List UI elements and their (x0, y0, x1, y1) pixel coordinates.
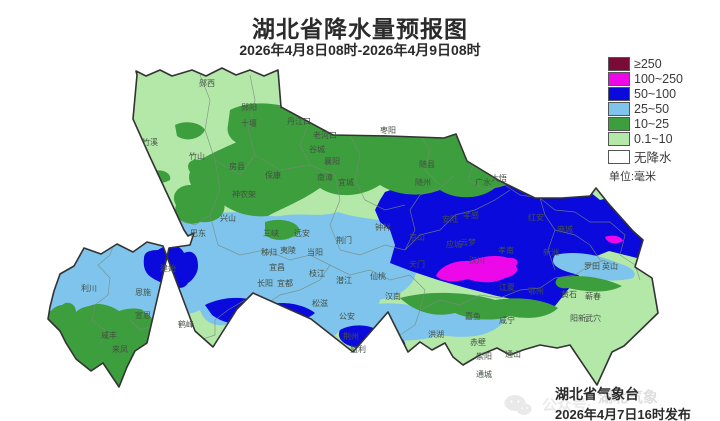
svg-text:松滋: 松滋 (312, 298, 328, 308)
svg-text:红安: 红安 (528, 212, 544, 222)
svg-text:江夏: 江夏 (499, 283, 515, 292)
svg-text:嘉鱼: 嘉鱼 (465, 311, 481, 321)
svg-text:建始: 建始 (160, 263, 176, 273)
svg-text:黄石: 黄石 (561, 289, 577, 299)
svg-text:监利: 监利 (350, 344, 366, 354)
svg-text:长阳: 长阳 (257, 278, 273, 288)
svg-text:巴东: 巴东 (190, 228, 206, 238)
svg-text:安陆: 安陆 (442, 214, 458, 224)
svg-text:咸宁: 咸宁 (499, 315, 515, 325)
svg-text:潜江: 潜江 (336, 275, 352, 285)
svg-text:竹溪: 竹溪 (142, 137, 158, 147)
svg-text:鄂州: 鄂州 (528, 287, 544, 296)
svg-text:通城: 通城 (476, 369, 492, 379)
svg-text:汉南: 汉南 (385, 291, 401, 301)
svg-text:孝感: 孝感 (463, 210, 479, 220)
svg-text:襄阳: 襄阳 (324, 156, 340, 166)
svg-text:孝南: 孝南 (498, 245, 514, 255)
svg-text:房县: 房县 (229, 161, 245, 171)
svg-text:枣阳: 枣阳 (380, 125, 396, 135)
svg-text:保康: 保康 (265, 170, 281, 180)
svg-text:秭归: 秭归 (261, 247, 277, 257)
svg-text:天门: 天门 (409, 259, 425, 269)
svg-text:钟祥: 钟祥 (375, 222, 391, 232)
svg-text:罗田: 罗田 (584, 262, 600, 271)
svg-text:宜昌: 宜昌 (269, 262, 285, 272)
svg-text:洪湖: 洪湖 (428, 329, 444, 339)
svg-text:夷陵: 夷陵 (280, 245, 296, 255)
svg-text:丹江口: 丹江口 (287, 117, 311, 126)
svg-text:赤壁: 赤壁 (470, 337, 486, 347)
svg-text:宣恩: 宣恩 (135, 310, 151, 320)
svg-text:恩施: 恩施 (135, 287, 151, 297)
svg-text:远安: 远安 (294, 228, 310, 238)
svg-text:利川: 利川 (81, 283, 97, 293)
svg-text:公安: 公安 (339, 311, 355, 321)
svg-text:阳新: 阳新 (570, 313, 586, 323)
svg-text:鹤峰: 鹤峰 (178, 319, 194, 329)
svg-text:广水: 广水 (475, 177, 491, 187)
svg-text:武穴: 武穴 (585, 313, 601, 323)
svg-text:南漳: 南漳 (317, 172, 333, 182)
svg-text:京山: 京山 (409, 232, 425, 242)
svg-text:通山: 通山 (505, 349, 521, 359)
svg-text:宜都: 宜都 (277, 278, 293, 288)
svg-text:蕲春: 蕲春 (585, 291, 601, 301)
svg-text:麻城: 麻城 (557, 224, 573, 234)
svg-text:咸丰: 咸丰 (101, 330, 117, 340)
svg-text:郧阳: 郧阳 (241, 103, 257, 112)
svg-text:兴山: 兴山 (220, 213, 236, 223)
svg-text:神农架: 神农架 (232, 189, 256, 199)
svg-text:随县: 随县 (419, 159, 435, 169)
svg-text:竹山: 竹山 (189, 151, 205, 161)
svg-text:荆门: 荆门 (336, 235, 352, 245)
svg-text:仙桃: 仙桃 (370, 271, 386, 281)
svg-text:十堰: 十堰 (241, 118, 257, 128)
svg-text:谷城: 谷城 (309, 145, 325, 154)
svg-text:当阳: 当阳 (307, 247, 323, 257)
svg-text:英山: 英山 (602, 261, 618, 271)
svg-text:汉川: 汉川 (469, 256, 485, 265)
svg-text:新洲: 新洲 (543, 247, 559, 257)
svg-text:郧西: 郧西 (199, 79, 215, 88)
svg-text:三峡: 三峡 (263, 228, 279, 238)
svg-text:老河口: 老河口 (313, 130, 337, 140)
svg-text:宜城: 宜城 (338, 177, 354, 187)
svg-text:来凤: 来凤 (112, 345, 128, 354)
svg-text:大悟: 大悟 (491, 173, 507, 183)
svg-text:云梦: 云梦 (460, 238, 476, 247)
svg-text:荆州: 荆州 (343, 331, 359, 341)
svg-text:随州: 随州 (415, 177, 431, 187)
svg-text:枝江: 枝江 (309, 268, 325, 278)
svg-text:崇阳: 崇阳 (476, 352, 492, 361)
